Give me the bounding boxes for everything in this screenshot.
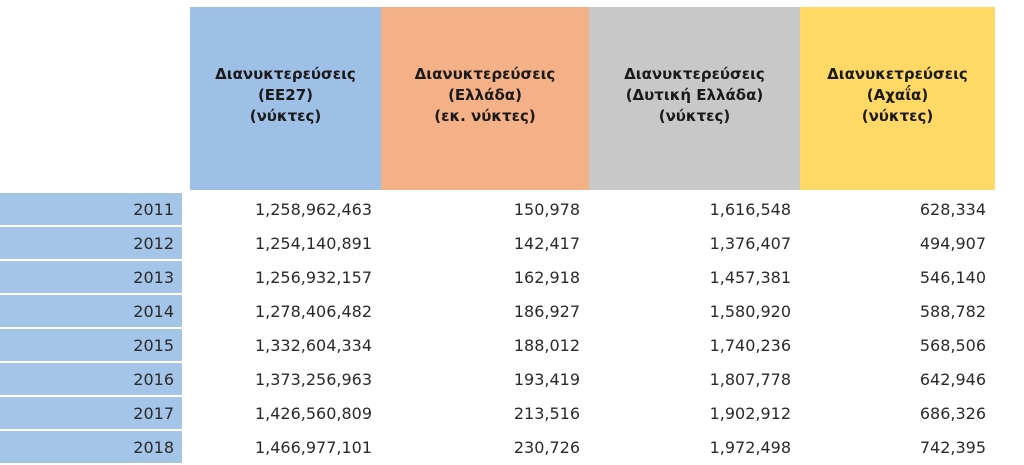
header-eu27-line-1: Διανυκτερεύσεις — [215, 65, 356, 83]
greece-cell: 186,927 — [513, 302, 580, 321]
western-greece-cell: 1,740,236 — [709, 336, 791, 355]
header-eu27-line-2: (ΕΕ27) — [257, 86, 314, 104]
eu27-cell: 1,278,406,482 — [254, 302, 372, 321]
table-row: 2016 1,373,256,963 193,419 1,807,778 642… — [0, 363, 1024, 397]
header-eu27: Διανυκτερεύσεις (ΕΕ27) (νύκτες) — [190, 7, 381, 190]
greece-cell: 142,417 — [513, 234, 580, 253]
header-western-greece: Διανυκτερεύσεις (Δυτική Ελλάδα) (νύκτες) — [589, 7, 800, 190]
year-cell: 2015 — [0, 329, 182, 362]
table-row: 2018 1,466,977,101 230,726 1,972,498 742… — [0, 431, 1024, 465]
table-row: 2017 1,426,560,809 213,516 1,902,912 686… — [0, 397, 1024, 431]
achaia-cell: 628,334 — [919, 200, 986, 219]
table-row: 2013 1,256,932,157 162,918 1,457,381 546… — [0, 261, 1024, 295]
achaia-cell: 742,395 — [919, 438, 986, 457]
header-eu27-line-3: (νύκτες) — [249, 107, 322, 125]
western-greece-cell: 1,616,548 — [709, 200, 791, 219]
western-greece-cell: 1,807,778 — [709, 370, 791, 389]
greece-cell: 230,726 — [513, 438, 580, 457]
eu27-cell: 1,332,604,334 — [254, 336, 372, 355]
table-body: 2011 1,258,962,463 150,978 1,616,548 628… — [0, 193, 1024, 465]
achaia-cell: 494,907 — [919, 234, 986, 253]
western-greece-cell: 1,902,912 — [709, 404, 791, 423]
eu27-cell: 1,256,932,157 — [254, 268, 372, 287]
achaia-cell: 642,946 — [919, 370, 986, 389]
header-western-greece-line-2: (Δυτική Ελλάδα) — [625, 86, 764, 104]
header-achaia-line-2: (Αχαΐα) — [866, 86, 929, 104]
eu27-cell: 1,254,140,891 — [254, 234, 372, 253]
header-achaia-line-1: Διανυκετρεύσεις — [827, 65, 968, 83]
western-greece-cell: 1,376,407 — [709, 234, 791, 253]
header-greece-line-3: (εκ. νύκτες) — [434, 107, 536, 125]
header-achaia-line-3: (νύκτες) — [861, 107, 934, 125]
western-greece-cell: 1,580,920 — [709, 302, 791, 321]
year-cell: 2013 — [0, 261, 182, 294]
greece-cell: 188,012 — [513, 336, 580, 355]
header-western-greece-line-3: (νύκτες) — [658, 107, 731, 125]
achaia-cell: 546,140 — [919, 268, 986, 287]
table-row: 2011 1,258,962,463 150,978 1,616,548 628… — [0, 193, 1024, 227]
eu27-cell: 1,373,256,963 — [254, 370, 372, 389]
table-header-row: Διανυκτερεύσεις (ΕΕ27) (νύκτες) Διανυκτε… — [0, 7, 1024, 190]
western-greece-cell: 1,972,498 — [709, 438, 791, 457]
eu27-cell: 1,426,560,809 — [254, 404, 372, 423]
year-cell: 2011 — [0, 193, 182, 226]
achaia-cell: 568,506 — [919, 336, 986, 355]
year-cell: 2017 — [0, 397, 182, 430]
eu27-cell: 1,258,962,463 — [254, 200, 372, 219]
greece-cell: 193,419 — [513, 370, 580, 389]
header-achaia: Διανυκετρεύσεις (Αχαΐα) (νύκτες) — [800, 7, 995, 190]
achaia-cell: 588,782 — [919, 302, 986, 321]
table-row: 2012 1,254,140,891 142,417 1,376,407 494… — [0, 227, 1024, 261]
year-cell: 2014 — [0, 295, 182, 328]
achaia-cell: 686,326 — [919, 404, 986, 423]
greece-cell: 150,978 — [513, 200, 580, 219]
western-greece-cell: 1,457,381 — [709, 268, 791, 287]
header-western-greece-line-1: Διανυκτερεύσεις — [624, 65, 765, 83]
eu27-cell: 1,466,977,101 — [254, 438, 372, 457]
header-greece-line-1: Διανυκτερεύσεις — [414, 65, 556, 83]
header-greece-line-2: (Ελλάδα) — [448, 86, 522, 104]
header-greece: Διανυκτερεύσεις (Ελλάδα) (εκ. νύκτες) — [381, 7, 589, 190]
year-cell: 2012 — [0, 227, 182, 260]
year-cell: 2018 — [0, 431, 182, 464]
table-row: 2014 1,278,406,482 186,927 1,580,920 588… — [0, 295, 1024, 329]
table-row: 2015 1,332,604,334 188,012 1,740,236 568… — [0, 329, 1024, 363]
greece-cell: 213,516 — [513, 404, 580, 423]
year-cell: 2016 — [0, 363, 182, 396]
greece-cell: 162,918 — [513, 268, 580, 287]
